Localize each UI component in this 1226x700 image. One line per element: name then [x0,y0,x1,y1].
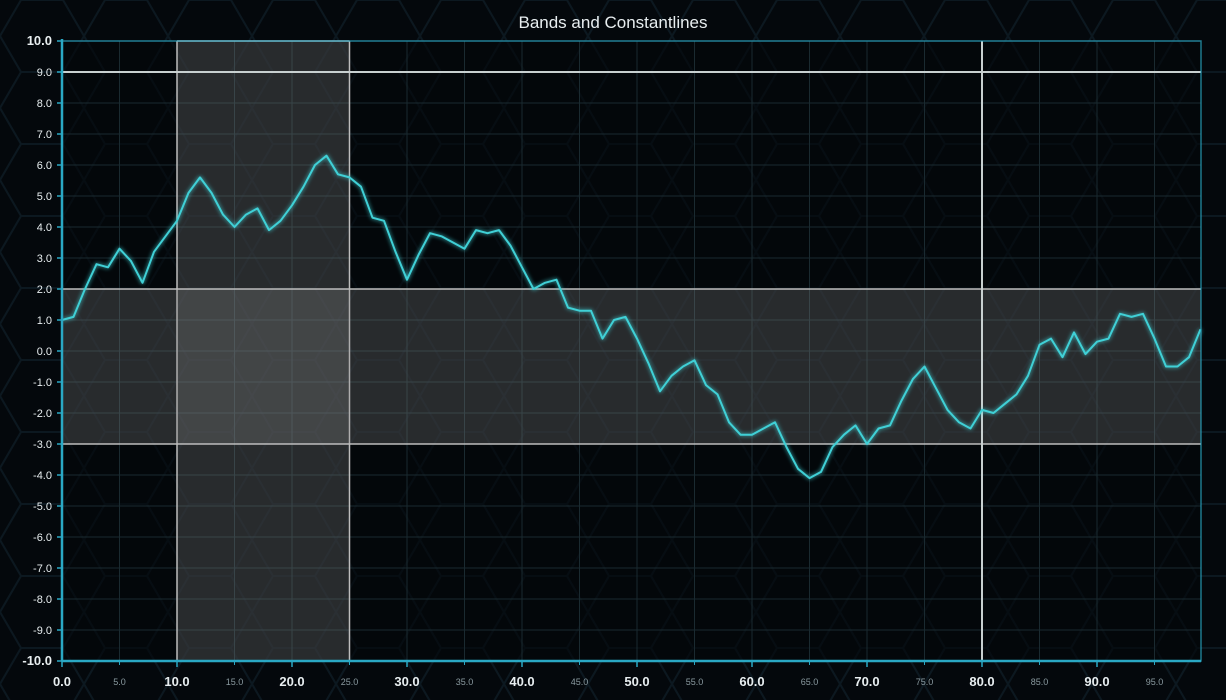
x-minor-tick-label: 55.0 [686,677,704,687]
x-minor-tick-label: 25.0 [341,677,359,687]
y-tick-label: 0.0 [37,346,52,358]
y-tick-label: -2.0 [33,408,52,420]
x-tick-label: 10.0 [164,674,189,689]
series-line [61,154,1202,480]
x-tick-label: 40.0 [509,674,534,689]
y-tick-label: 3.0 [37,253,52,265]
y-tick-label: -8.0 [33,594,52,606]
x-tick-label: 90.0 [1084,674,1109,689]
x-minor-tick-label: 75.0 [916,677,934,687]
plot-area: 10.0 9.0 8.0 7.0 6.0 5.0 4.0 3.0 2.0 1.0 0.0 -1.0 -2… [22,33,1202,689]
x-minor-tick-label: 65.0 [801,677,819,687]
y-tick-label: 2.0 [37,284,52,296]
y-tick-label: -6.0 [33,532,52,544]
y-tick-label: -4.0 [33,470,52,482]
y-tick-label: 10.0 [27,33,52,48]
chart-title: Bands and Constantlines [518,13,707,32]
x-tick-label: 60.0 [739,674,764,689]
x-tick-label: 70.0 [854,674,879,689]
x-band [177,41,350,661]
y-tick-label: 5.0 [37,191,52,203]
x-minor-tick-label: 5.0 [113,677,126,687]
x-tick-label: 0.0 [53,674,71,689]
x-tick-label: 20.0 [279,674,304,689]
x-tick-label: 80.0 [969,674,994,689]
y-tick-label: 6.0 [37,160,52,172]
y-tick-label: 8.0 [37,98,52,110]
y-band [62,289,1201,444]
x-tick-label: 50.0 [624,674,649,689]
x-minor-tick-label: 85.0 [1031,677,1049,687]
x-minor-tick-label: 45.0 [571,677,589,687]
y-tick-label: 4.0 [37,222,52,234]
y-tick-label: -1.0 [33,377,52,389]
y-tick-label: -5.0 [33,501,52,513]
y-tick-label: -7.0 [33,563,52,575]
x-tick-label: 30.0 [394,674,419,689]
x-minor-tick-label: 15.0 [226,677,244,687]
x-minor-tick-label: 95.0 [1146,677,1164,687]
y-tick-label: 7.0 [37,129,52,141]
y-tick-label: 1.0 [37,315,52,327]
y-tick-label: -9.0 [33,625,52,637]
x-minor-tick-label: 35.0 [456,677,474,687]
y-tick-label: 9.0 [37,67,52,79]
y-tick-label: -3.0 [33,439,52,451]
y-tick-label: -10.0 [22,653,52,668]
